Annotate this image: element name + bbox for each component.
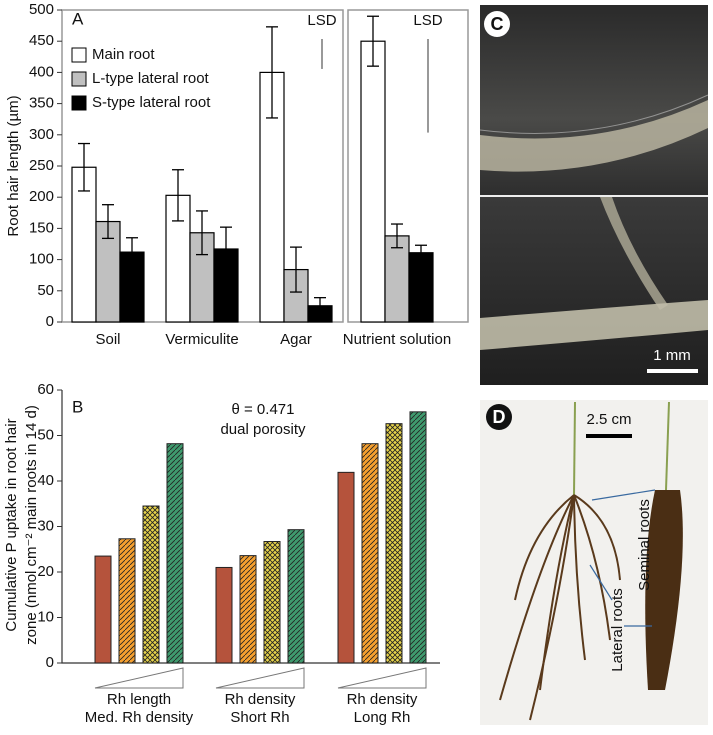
x-tick-label: Rh density <box>225 691 296 708</box>
y-tick-label: 10 <box>37 608 54 625</box>
x-tick-label: Rh density <box>347 691 418 708</box>
error-bar <box>220 226 232 272</box>
bar <box>239 555 257 664</box>
photo-label: Seminal roots <box>636 499 653 591</box>
error-bar <box>415 244 427 261</box>
bar <box>337 471 355 664</box>
y-tick-label: 400 <box>29 63 54 80</box>
y-tick-label: 350 <box>29 95 54 112</box>
y-tick-label: 40 <box>37 472 54 489</box>
y-tick-label: 150 <box>29 219 54 236</box>
y-tick-label: 60 <box>37 381 54 398</box>
bar <box>409 411 427 664</box>
error-bar <box>290 246 302 293</box>
y-tick-label: 100 <box>29 251 54 268</box>
gradient-triangle <box>215 667 305 689</box>
panel-label: D <box>493 407 506 427</box>
x-tick-label: Soil <box>95 331 120 348</box>
y-tick-label: 50 <box>37 426 54 443</box>
y-tick-label: 250 <box>29 157 54 174</box>
legend-label: S-type lateral root <box>92 94 211 111</box>
y-tick-label: 50 <box>37 282 54 299</box>
bar <box>215 566 233 664</box>
bar <box>118 538 136 664</box>
y-tick-label: 30 <box>37 517 54 534</box>
panel-label: B <box>72 397 83 416</box>
y-axis-label: zone (nmol cm⁻² main roots in 14 d) <box>23 405 40 645</box>
y-axis-label: Root hair length (µm) <box>5 95 22 236</box>
y-tick-label: 0 <box>46 313 54 330</box>
error-bar <box>172 169 184 222</box>
error-bar <box>367 15 379 67</box>
photo-label: Lateral roots <box>609 588 626 671</box>
error-bar <box>391 223 403 249</box>
x-tick-sublabel: Med. Rh density <box>85 709 194 726</box>
photo-c: C 1 mm <box>479 5 709 385</box>
x-tick-label: Rh length <box>107 691 171 708</box>
x-tick-sublabel: Short Rh <box>230 709 289 726</box>
x-tick-sublabel: Long Rh <box>354 709 411 726</box>
y-axis-label: Cumulative P uptake in root hair <box>3 418 20 631</box>
annotation: dual porosity <box>220 421 306 438</box>
legend-label: Main root <box>92 46 155 63</box>
bar <box>360 40 386 323</box>
x-tick-label: Nutrient solution <box>343 331 451 348</box>
y-tick-label: 500 <box>29 1 54 18</box>
bar <box>287 529 305 664</box>
x-tick-label: Agar <box>280 331 312 348</box>
gradient-triangle <box>94 667 184 689</box>
bar <box>71 166 97 323</box>
y-tick-label: 0 <box>46 654 54 671</box>
y-tick-label: 300 <box>29 126 54 143</box>
legend-swatch <box>71 95 87 111</box>
gradient-triangle <box>337 667 427 689</box>
bar <box>408 252 434 323</box>
bar <box>384 235 410 323</box>
bar <box>263 541 281 664</box>
scale-bar-label: 2.5 cm <box>586 411 631 428</box>
error-bar <box>266 26 278 119</box>
legend-label: L-type lateral root <box>92 70 210 87</box>
lsd-label: LSD <box>413 12 442 29</box>
error-bar <box>78 142 90 192</box>
photo-d: D 2.5 cm Seminal roots Lateral roots <box>480 400 708 725</box>
bar <box>142 505 160 664</box>
scale-bar-label: 1 mm <box>653 347 691 364</box>
bar <box>361 443 379 664</box>
x-tick-label: Vermiculite <box>165 331 238 348</box>
error-bar <box>102 204 114 240</box>
panel-label: A <box>72 9 84 28</box>
bar <box>385 423 403 664</box>
bar <box>166 443 184 664</box>
panel-label: C <box>491 14 504 34</box>
annotation: θ = 0.471 <box>232 401 295 418</box>
y-tick-label: 200 <box>29 188 54 205</box>
lsd-label: LSD <box>307 12 336 29</box>
legend-swatch <box>71 47 87 63</box>
y-tick-label: 450 <box>29 32 54 49</box>
bar <box>94 555 112 664</box>
error-bar <box>196 210 208 256</box>
error-bar <box>314 297 326 315</box>
y-tick-label: 20 <box>37 563 54 580</box>
legend-swatch <box>71 71 87 87</box>
error-bar <box>126 237 138 268</box>
